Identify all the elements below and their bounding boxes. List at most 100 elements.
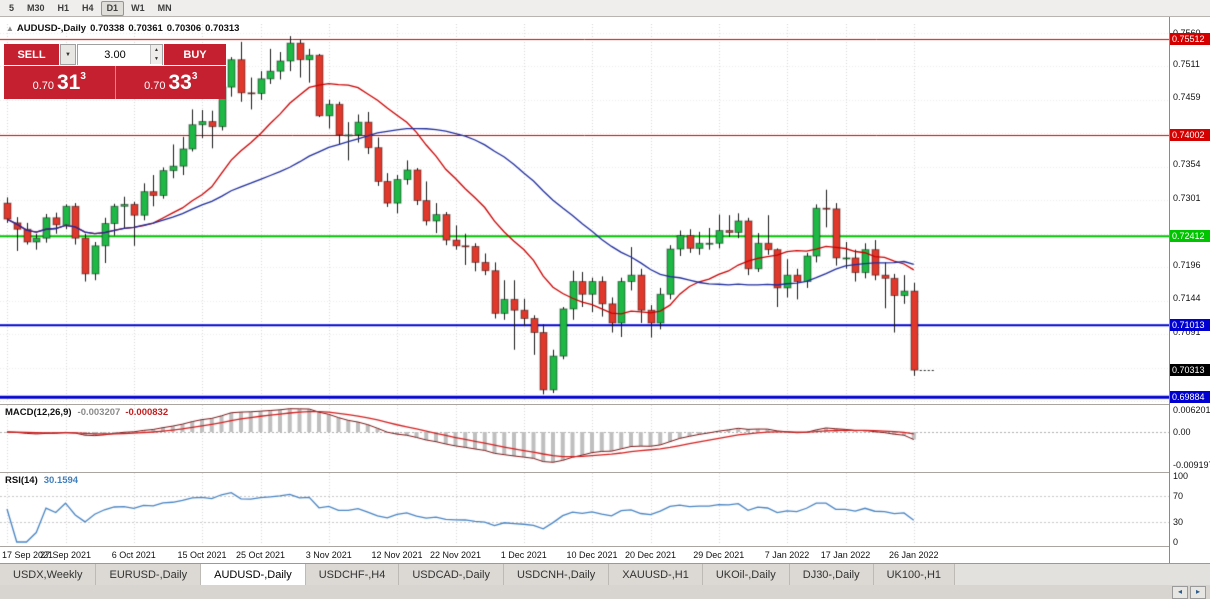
time-axis-label: 15 Oct 2021 (177, 550, 227, 560)
macd-label: MACD(12,26,9) (5, 407, 72, 418)
sell-price-sup: 3 (80, 71, 86, 82)
chart-tab-usdchf-h4[interactable]: USDCHF-,H4 (305, 564, 400, 585)
timeframe-toolbar: 5 M30 H1 H4 D1 W1 MN (0, 0, 1210, 17)
time-axis-label: 20 Dec 2021 (624, 550, 677, 560)
rsi-scale-label: 70 (1173, 490, 1184, 501)
rsi-scale-label: 30 (1173, 517, 1184, 528)
macd-scale-label: 0.006201 (1173, 404, 1210, 415)
timeframe-button-5[interactable]: 5 (9, 2, 15, 13)
chart-tab-xauusd-h1[interactable]: XAUUSD-,H1 (609, 564, 703, 585)
timeframe-button-mn[interactable]: MN (157, 2, 172, 13)
volume-field-wrap: ▲ ▼ (77, 44, 163, 65)
time-axis-label: 12 Nov 2021 (371, 550, 423, 560)
bottom-strip: ◂ ▸ (0, 585, 1210, 599)
timeframe-button-d1[interactable]: D1 (100, 0, 125, 16)
buy-price[interactable]: 0.70 33 3 (116, 66, 227, 99)
macd-scale-label: 0.00 (1173, 427, 1191, 437)
level-price-badge: 0.71013 (1170, 319, 1210, 332)
sell-price[interactable]: 0.70 31 3 (4, 66, 116, 99)
timeframe-button-h1[interactable]: H1 (57, 2, 70, 13)
time-axis-label: 17 Jan 2022 (820, 550, 871, 560)
ohlc-open: 0.70338 (90, 23, 125, 34)
tab-scroll-left-icon: ◂ (1177, 587, 1182, 596)
ohlc-low: 0.70306 (166, 23, 202, 34)
one-click-trading-panel: SELL ▼ ▲ ▼ BUY 0.70 31 3 0.7 (4, 44, 226, 99)
level-price-badge: 0.75512 (1170, 32, 1210, 45)
volume-spinner: ▲ ▼ (150, 45, 162, 64)
rsi-canvas[interactable] (0, 473, 1169, 545)
time-axis-label: 1 Dec 2021 (500, 550, 547, 560)
macd-value-main: -0.003207 (77, 407, 121, 418)
ohlc-close: 0.70313 (205, 23, 240, 34)
rsi-value: 30.1594 (43, 475, 79, 486)
time-axis[interactable]: 17 Sep 2021 27 Sep 2021 6 Oct 2021 15 Oct 2… (0, 546, 1169, 564)
volume-increase-button[interactable]: ▲ (151, 45, 162, 55)
time-axis-label: 17 Sep 2021 (2, 550, 54, 560)
time-axis-label: 10 Dec 2021 (566, 550, 618, 560)
buy-button[interactable]: BUY (164, 44, 226, 65)
macd-value-signal: -0.000832 (125, 407, 169, 418)
time-axis-label: 22 Nov 2021 (429, 550, 482, 560)
chevron-down-icon: ▼ (65, 51, 71, 58)
chart-window: ▲ AUDUSD-,Daily 0.70338 0.70361 0.70306 0.703… (0, 17, 1210, 564)
price-scale-label: 0.7144 (1173, 293, 1201, 304)
tab-scroll-right-icon: ▸ (1195, 587, 1200, 596)
time-axis-label: 6 Oct 2021 (111, 550, 156, 560)
tab-scroll-right-button[interactable]: ▸ (1190, 586, 1206, 599)
rsi-header: RSI(14) 30.1594 (5, 475, 78, 486)
panel-separator[interactable] (0, 472, 1210, 473)
time-axis-label: 3 Nov 2021 (305, 550, 352, 560)
chart-tab-uk100-h1[interactable]: UK100-,H1 (873, 564, 956, 585)
time-axis-label: 27 Sep 2021 (39, 550, 92, 560)
price-scale-label: 0.7196 (1173, 259, 1201, 270)
sell-button[interactable]: SELL (4, 44, 59, 65)
timeframe-button-h4[interactable]: H4 (82, 2, 94, 13)
macd-canvas[interactable] (0, 405, 1169, 470)
volume-decrease-button[interactable]: ▼ (151, 54, 162, 64)
volume-input[interactable] (78, 45, 162, 65)
chart-symbol-label: AUDUSD-,Daily (16, 23, 87, 34)
time-axis-label: 25 Oct 2021 (235, 550, 286, 560)
timeframe-button-w1[interactable]: W1 (131, 2, 145, 13)
buy-price-big: 33 (168, 71, 192, 94)
chart-tab-eurusd-daily[interactable]: EURUSD-,Daily (96, 564, 202, 585)
price-scale-label: 0.7459 (1173, 92, 1201, 103)
level-price-badge: 0.74002 (1170, 128, 1210, 141)
buy-price-sup: 3 (191, 71, 198, 82)
rsi-scale-label: 0 (1173, 537, 1179, 547)
rsi-label: RSI(14) (5, 475, 38, 486)
chart-tab-usdcnh-daily[interactable]: USDCNH-,Daily (503, 564, 610, 585)
chart-tab-usdx-weekly[interactable]: USDX,Weekly (0, 564, 97, 585)
time-axis-label: 26 Jan 2022 (888, 550, 939, 560)
chart-tab-ukoil-daily[interactable]: UKOil-,Daily (702, 564, 790, 585)
level-price-badge: 0.69884 (1170, 391, 1210, 404)
chart-tab-audusd-daily[interactable]: AUDUSD-,Daily (201, 564, 306, 585)
chart-title: ▲ AUDUSD-,Daily 0.70338 0.70361 0.70306 0.703… (6, 23, 243, 34)
tab-scroll-widget: ◂ ▸ (1170, 586, 1206, 599)
chart-window-icon: ▲ (6, 24, 14, 33)
quote-row: 0.70 31 3 0.70 33 3 (4, 66, 226, 99)
sell-price-small: 0.70 (32, 79, 54, 92)
timeframe-button-m30[interactable]: M30 (27, 2, 45, 13)
time-axis-label: 7 Jan 2022 (764, 550, 810, 560)
macd-scale-label: -0.009197 (1173, 460, 1210, 471)
price-scale-label: 0.7511 (1173, 59, 1200, 70)
price-scale[interactable]: 0.75600.75110.74590.73540.73010.71960.71… (1169, 17, 1210, 563)
volume-dropdown-button[interactable]: ▼ (60, 44, 76, 65)
price-scale-label: 0.7301 (1173, 193, 1201, 204)
chart-tab-dj30-daily[interactable]: DJ30-,Daily (789, 564, 874, 585)
buy-price-small: 0.70 (144, 79, 166, 92)
chart-tabs-bar: USDX,Weekly EURUSD-,Daily AUDUSD-,Daily USD… (0, 563, 1210, 585)
chart-tab-usdcad-daily[interactable]: USDCAD-,Daily (399, 564, 504, 585)
price-scale-label: 0.7091 (1173, 326, 1201, 337)
level-price-badge: 0.72412 (1170, 230, 1210, 243)
panel-separator[interactable] (0, 404, 1210, 405)
rsi-scale-label: 100 (1173, 471, 1189, 481)
time-axis-label: 29 Dec 2021 (693, 550, 745, 560)
tab-scroll-left-button[interactable]: ◂ (1172, 586, 1188, 599)
ohlc-high: 0.70361 (128, 23, 163, 34)
sell-price-big: 31 (57, 71, 81, 94)
current-price-badge: 0.70313 (1170, 363, 1210, 376)
price-scale-label: 0.7354 (1173, 159, 1201, 170)
